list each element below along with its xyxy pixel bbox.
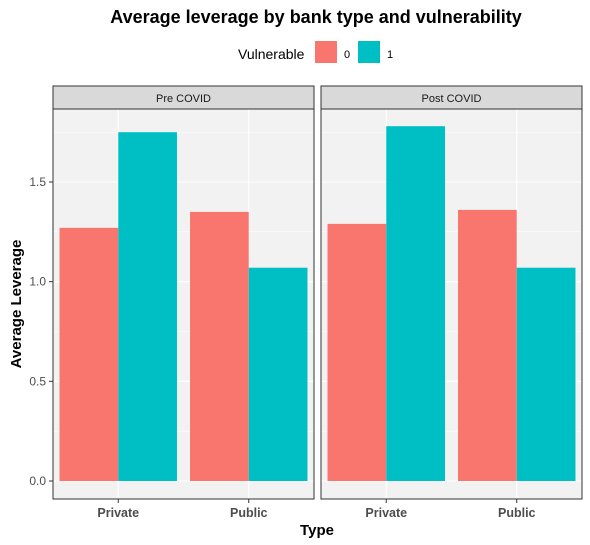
legend-label-1: 1 <box>387 49 393 61</box>
chart-title: Average leverage by bank type and vulner… <box>110 7 522 27</box>
x-axis: Private Public Private Public <box>97 499 536 520</box>
y-tick-label: 0.0 <box>29 474 46 488</box>
y-tick-label: 1.0 <box>29 275 46 289</box>
bar-private-series-0 <box>327 223 387 482</box>
panel-border <box>52 108 315 500</box>
x-tick-label: Public <box>230 506 268 520</box>
legend-label-0: 0 <box>344 49 350 61</box>
y-tick-label: 1.5 <box>29 175 46 189</box>
legend-title: Vulnerable <box>238 46 305 62</box>
facet-strip-label: Post COVID <box>422 93 482 105</box>
x-tick-label: Private <box>365 506 407 520</box>
bar-private-series-1 <box>118 132 177 481</box>
bar-private-series-0 <box>59 227 119 481</box>
y-axis: 0.0 0.5 1.0 1.5 <box>29 175 53 488</box>
facet-strip-label: Pre COVID <box>156 93 211 105</box>
legend-swatch-0 <box>315 41 337 63</box>
y-tick-label: 0.5 <box>29 374 46 388</box>
bar-public-series-1 <box>516 267 576 481</box>
x-axis-title: Type <box>300 522 334 539</box>
y-axis-title: Average Leverage <box>8 240 25 369</box>
panel-border <box>320 108 583 500</box>
bar-public-series-0 <box>190 211 249 481</box>
bar-public-series-1 <box>248 267 308 481</box>
facet-panel-1: Pre COVID <box>52 85 315 500</box>
bar-public-series-0 <box>458 209 517 481</box>
facet-panel-2: Post COVID <box>320 85 583 500</box>
legend-swatch-1 <box>358 41 380 63</box>
bar-private-series-1 <box>386 126 445 481</box>
x-tick-label: Private <box>97 506 139 520</box>
x-tick-label: Public <box>498 506 536 520</box>
facet-panels: Pre COVID Post COVID <box>52 85 583 500</box>
